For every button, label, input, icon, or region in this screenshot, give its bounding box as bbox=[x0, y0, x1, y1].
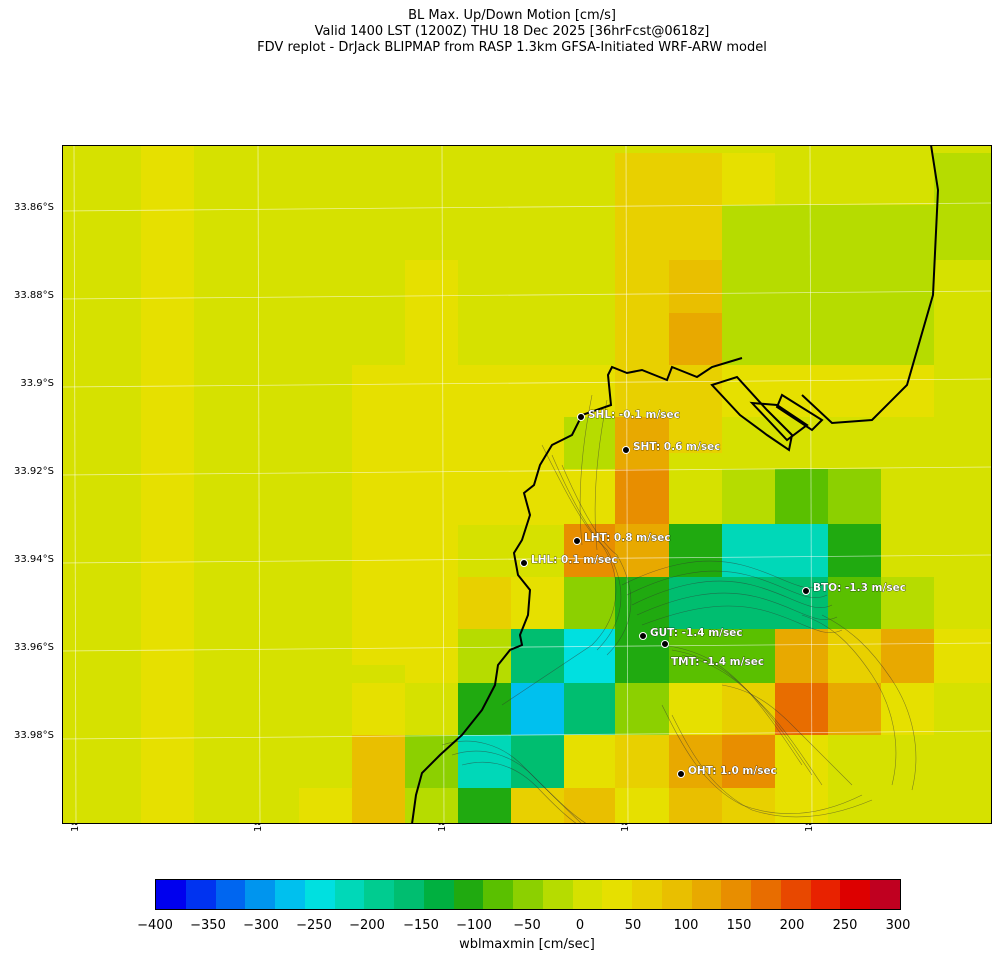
station-label-lhl: LHL: 0.1 m/sec bbox=[531, 554, 618, 566]
colorbar-segment bbox=[334, 880, 365, 909]
title-line-2: Valid 1400 LST (1200Z) THU 18 Dec 2025 [… bbox=[314, 24, 710, 39]
colorbar-segment bbox=[185, 880, 216, 909]
colorbar-segment bbox=[364, 880, 395, 909]
lat-label: 33.96°S bbox=[14, 642, 54, 653]
lat-label: 33.9°S bbox=[20, 378, 54, 389]
colorbar-tick: −200 bbox=[349, 918, 385, 933]
station-markers: SHL: -0.1 m/sec SHT: 0.6 m/sec LHT: 0.8 … bbox=[520, 409, 906, 778]
station-lhl: LHL: 0.1 m/sec bbox=[520, 554, 618, 567]
colorbar-tick: 150 bbox=[726, 918, 752, 933]
colorbar bbox=[155, 879, 901, 910]
station-sht: SHT: 0.6 m/sec bbox=[622, 441, 721, 454]
colorbar-segment bbox=[394, 880, 425, 909]
colorbar-segment bbox=[632, 880, 663, 909]
lat-label: 33.98°S bbox=[14, 730, 54, 741]
colorbar-segment bbox=[780, 880, 812, 909]
colorbar-tick: 50 bbox=[624, 918, 642, 933]
lat-label: 33.88°S bbox=[14, 290, 54, 301]
lat-label: 33.92°S bbox=[14, 466, 54, 477]
station-label-sht: SHT: 0.6 m/sec bbox=[633, 441, 720, 453]
colorbar-tick: −400 bbox=[137, 918, 173, 933]
title-line-1: BL Max. Up/Down Motion [cm/s] bbox=[408, 8, 616, 23]
station-label-oht: OHT: 1.0 m/sec bbox=[688, 765, 777, 777]
station-label-shl: SHL: -0.1 m/sec bbox=[588, 409, 680, 421]
forecast-map: SHL: -0.1 m/sec SHT: 0.6 m/sec LHT: 0.8 … bbox=[62, 145, 992, 824]
map-frame bbox=[62, 145, 992, 824]
colorbar-tick: −100 bbox=[456, 918, 492, 933]
colorbar-label: wblmaxmin [cm/sec] bbox=[459, 937, 595, 952]
colorbar-segment bbox=[245, 880, 276, 909]
colorbar-segment bbox=[542, 880, 574, 909]
terrain-contours bbox=[441, 394, 917, 824]
colorbar-tick: −350 bbox=[190, 918, 226, 933]
colorbar-tick: 300 bbox=[885, 918, 911, 933]
colorbar-segment bbox=[483, 880, 514, 909]
colorbar-tick: −300 bbox=[243, 918, 279, 933]
station-lht: LHT: 0.8 m/sec bbox=[573, 532, 671, 545]
station-label-gut: GUT: -1.4 m/sec bbox=[650, 627, 743, 639]
station-label-tmt: TMT: -1.4 m/sec bbox=[671, 656, 764, 668]
station-gut: GUT: -1.4 m/sec bbox=[639, 627, 743, 640]
colorbar-segment bbox=[691, 880, 722, 909]
colorbar-segment bbox=[572, 880, 603, 909]
colorbar-tick: −50 bbox=[513, 918, 541, 933]
colorbar-segment bbox=[275, 880, 306, 909]
colorbar-segment bbox=[810, 880, 841, 909]
station-label-bto: BTO: -1.3 m/sec bbox=[813, 582, 906, 594]
lat-label: 33.94°S bbox=[14, 554, 54, 565]
colorbar-segment bbox=[840, 880, 871, 909]
colorbar-tick: 100 bbox=[673, 918, 699, 933]
colorbar-segment bbox=[721, 880, 752, 909]
colorbar-tick: 200 bbox=[779, 918, 805, 933]
colorbar-segment bbox=[513, 880, 544, 909]
colorbar-segment bbox=[423, 880, 455, 909]
title-line-3: FDV replot - DrJack BLIPMAP from RASP 1.… bbox=[257, 40, 767, 55]
colorbar-segment bbox=[661, 880, 693, 909]
graticule bbox=[62, 145, 992, 824]
station-label-lht: LHT: 0.8 m/sec bbox=[584, 532, 671, 544]
station-bto: BTO: -1.3 m/sec bbox=[802, 582, 906, 595]
station-shl: SHL: -0.1 m/sec bbox=[577, 409, 680, 421]
station-oht: OHT: 1.0 m/sec bbox=[677, 765, 777, 778]
colorbar-segment bbox=[215, 880, 246, 909]
colorbar-segment bbox=[304, 880, 336, 909]
colorbar-tick: −150 bbox=[403, 918, 439, 933]
colorbar-tick: 250 bbox=[832, 918, 858, 933]
colorbar-segment bbox=[453, 880, 484, 909]
map-title: BL Max. Up/Down Motion [cm/s] Valid 1400… bbox=[0, 8, 1001, 56]
colorbar-segment bbox=[156, 880, 187, 909]
colorbar-segment bbox=[870, 880, 901, 909]
lat-label: 33.86°S bbox=[14, 202, 54, 213]
colorbar-segment bbox=[602, 880, 633, 909]
field-cells bbox=[141, 145, 992, 824]
colorbar-tick: −250 bbox=[296, 918, 332, 933]
coastline bbox=[411, 145, 940, 824]
colorbar-tick: 0 bbox=[575, 918, 585, 933]
station-tmt: TMT: -1.4 m/sec bbox=[661, 640, 764, 668]
colorbar-segment bbox=[751, 880, 782, 909]
